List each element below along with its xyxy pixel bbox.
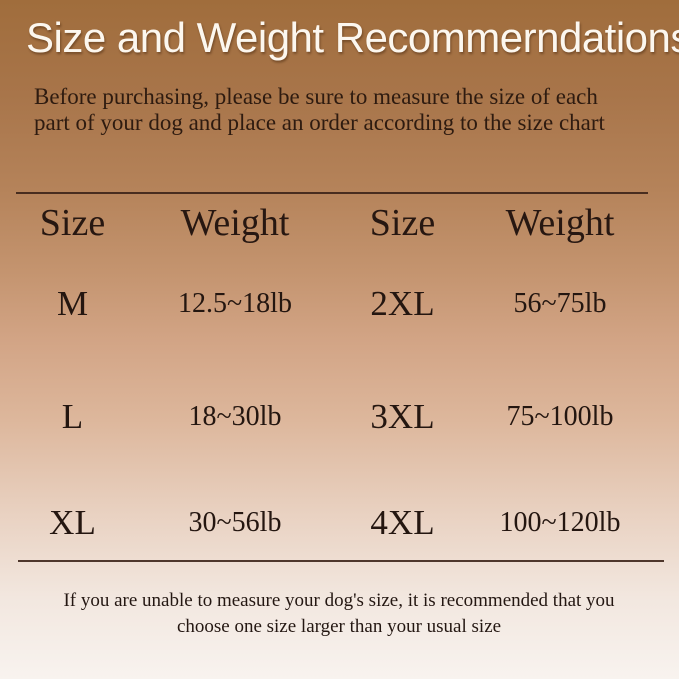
size-cell: 2XL xyxy=(370,284,435,323)
table-header-row: Size Weight Size Weight xyxy=(20,198,660,248)
header-size-2: Size xyxy=(369,202,436,244)
page-title: Size and Weight Recommerndations xyxy=(26,14,679,61)
weight-cell: 12.5~18lb xyxy=(178,288,292,319)
weight-cell: 75~100lb xyxy=(506,401,614,432)
divider-bottom xyxy=(18,560,664,562)
weight-cell: 18~30lb xyxy=(188,401,282,432)
divider-top xyxy=(16,192,648,194)
size-cell: M xyxy=(56,284,89,323)
weight-cell: 56~75lb xyxy=(513,288,607,319)
header-weight-2: Weight xyxy=(505,202,615,244)
footnote-text: If you are unable to measure your dog's … xyxy=(63,590,615,637)
table-row: M 12.5~18lb 2XL 56~75lb xyxy=(20,281,660,327)
weight-cell: 30~56lb xyxy=(188,507,282,538)
table-row: XL 30~56lb 4XL 100~120lb xyxy=(20,500,660,546)
header-weight-1: Weight xyxy=(180,202,290,244)
table-row: L 18~30lb 3XL 75~100lb xyxy=(20,394,660,440)
size-cell: 4XL xyxy=(370,503,435,542)
size-cell: L xyxy=(61,397,84,436)
header-size-1: Size xyxy=(39,202,106,244)
size-cell: 3XL xyxy=(370,397,435,436)
size-cell: XL xyxy=(49,503,96,542)
intro-text: Before purchasing, please be sure to mea… xyxy=(34,84,605,135)
weight-cell: 100~120lb xyxy=(499,507,621,538)
